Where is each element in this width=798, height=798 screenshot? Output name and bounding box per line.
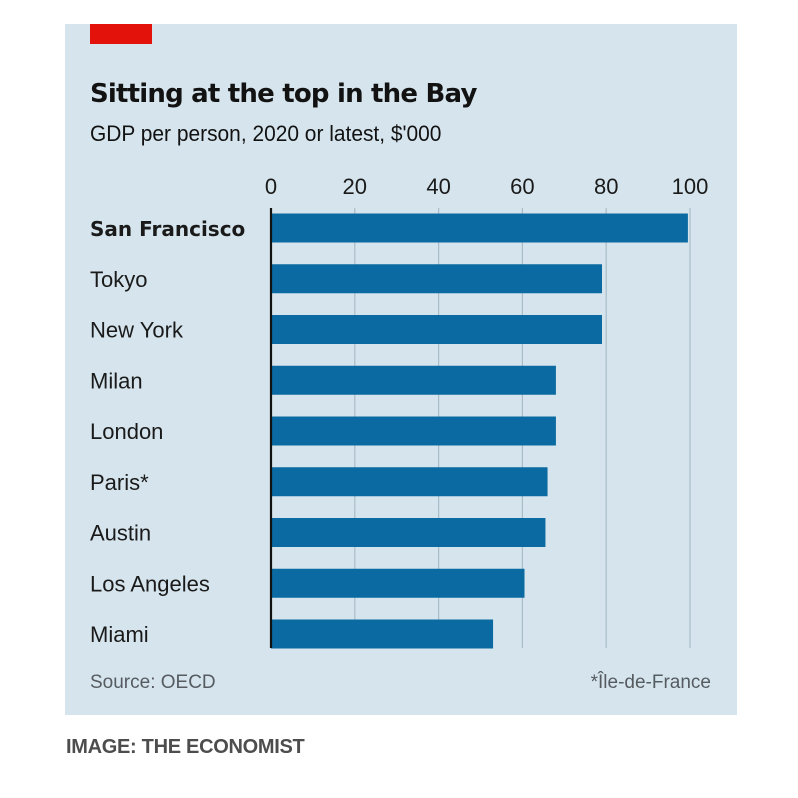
- bar: [271, 264, 603, 294]
- x-tick-label: 100: [672, 174, 709, 199]
- category-label: London: [90, 419, 163, 444]
- bars: [271, 213, 688, 649]
- footnote: *Île-de-France: [590, 672, 711, 693]
- category-label: Tokyo: [90, 267, 147, 292]
- category-label: Milan: [90, 368, 143, 393]
- category-label: New York: [90, 318, 184, 343]
- category-label: Paris*: [90, 470, 149, 495]
- category-label: Miami: [90, 622, 149, 647]
- x-tick-label: 80: [594, 174, 618, 199]
- category-label: Los Angeles: [90, 571, 210, 596]
- bar: [271, 619, 494, 649]
- bar: [271, 213, 688, 243]
- bar: [271, 365, 556, 395]
- source-note: Source: OECD: [90, 672, 216, 693]
- x-tick-label: 20: [343, 174, 367, 199]
- x-tick-label: 0: [265, 174, 277, 199]
- category-label: Austin: [90, 521, 151, 546]
- category-labels: San Francisco Tokyo New York Milan London Par…: [90, 217, 245, 647]
- bar: [271, 416, 556, 446]
- chart-subtitle: GDP per person, 2020 or latest, $'000: [90, 121, 442, 146]
- x-tick-label: 60: [510, 174, 534, 199]
- chart-title: Sitting at the top in the Bay: [90, 79, 477, 109]
- x-axis-ticks: 0 20 40 60 80 100: [265, 174, 708, 199]
- image-credit: IMAGE: THE ECONOMIST: [66, 736, 305, 758]
- bar: [271, 568, 525, 598]
- x-tick-label: 40: [426, 174, 450, 199]
- chart-panel: Sitting at the top in the Bay GDP per pe…: [65, 24, 737, 715]
- bar: [271, 467, 548, 497]
- economist-red-tag: [90, 24, 152, 44]
- bar: [271, 518, 546, 547]
- bar: [271, 315, 603, 344]
- category-label: San Francisco: [90, 217, 245, 241]
- bar-chart: 0 20 40 60 80 100 San Francisco Tokyo New York M…: [90, 174, 708, 649]
